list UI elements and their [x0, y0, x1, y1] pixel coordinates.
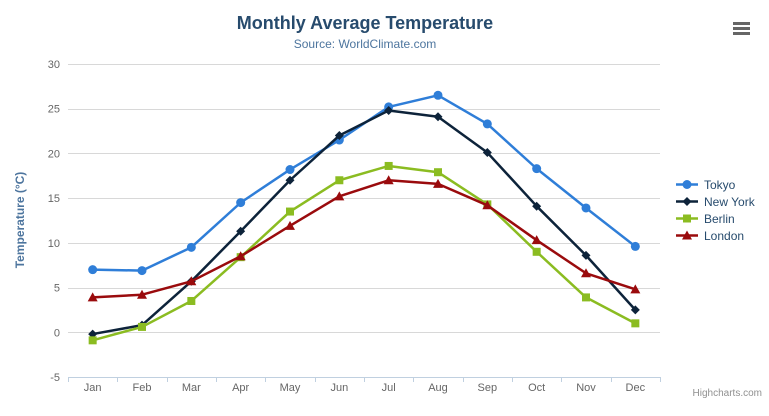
data-point-berlin-Mar[interactable] — [187, 296, 196, 305]
credits-link[interactable]: Highcharts.com — [692, 388, 762, 399]
data-point-london-May[interactable] — [285, 220, 295, 230]
data-point-tokyo-Oct[interactable] — [532, 164, 542, 174]
x-tick-label: Jan — [84, 382, 102, 394]
x-tick-label: May — [280, 382, 301, 394]
data-point-london-Oct[interactable] — [531, 235, 542, 245]
chart-subtitle: Source: WorldClimate.com — [293, 37, 437, 51]
x-tick-label: Sep — [478, 382, 498, 394]
data-point-new-york-Dec[interactable] — [630, 305, 640, 315]
data-point-london-Dec[interactable] — [630, 284, 641, 294]
x-tick-label: Aug — [428, 382, 448, 394]
x-tick-label: Apr — [232, 382, 249, 394]
legend-label: New York — [704, 194, 755, 209]
y-tick-label: 15 — [48, 193, 60, 205]
data-point-tokyo-Mar[interactable] — [186, 242, 196, 252]
context-menu-button[interactable] — [729, 19, 753, 39]
data-point-berlin-Oct[interactable] — [532, 247, 541, 256]
data-point-london-Apr[interactable] — [235, 251, 246, 261]
series-line-london[interactable] — [91, 179, 637, 299]
y-axis-title: Temperature (°C) — [13, 171, 27, 269]
x-tick-label: Mar — [182, 382, 201, 394]
legend-marker-new-york-icon — [676, 197, 698, 206]
legend-label: London — [704, 228, 745, 243]
data-point-london-Jun[interactable] — [334, 191, 345, 201]
data-point-berlin-Jul[interactable] — [384, 161, 393, 170]
data-point-berlin-Jun[interactable] — [335, 176, 344, 185]
y-tick-label: 30 — [48, 59, 60, 71]
data-point-tokyo-Dec[interactable] — [630, 241, 640, 251]
data-point-tokyo-Nov[interactable] — [581, 203, 591, 213]
y-tick-label: 5 — [54, 283, 60, 295]
legend-item-london[interactable]: London — [675, 227, 755, 244]
y-tick-label: -5 — [50, 372, 60, 384]
y-tick-label: 25 — [48, 104, 60, 116]
y-tick-label: 20 — [48, 148, 60, 160]
legend-item-new-york[interactable]: New York — [675, 193, 755, 210]
legend-label: Berlin — [704, 211, 735, 226]
legend-item-berlin[interactable]: Berlin — [675, 210, 755, 227]
data-point-tokyo-Aug[interactable] — [433, 90, 443, 100]
data-point-berlin-Jan[interactable] — [88, 336, 97, 345]
data-point-tokyo-Apr[interactable] — [236, 198, 246, 208]
legend-marker-tokyo-icon — [676, 180, 698, 189]
data-point-london-Nov[interactable] — [581, 268, 591, 278]
legend-label: Tokyo — [704, 177, 736, 192]
x-tick-label: Feb — [133, 382, 152, 394]
series-line-new-york[interactable] — [91, 109, 637, 336]
data-point-london-Mar[interactable] — [186, 276, 197, 286]
chart-title: Monthly Average Temperature — [236, 13, 494, 33]
data-point-tokyo-Feb[interactable] — [137, 266, 147, 276]
data-point-berlin-Aug[interactable] — [434, 168, 442, 177]
data-point-london-Feb[interactable] — [137, 289, 147, 299]
x-tick-label: Jul — [382, 382, 396, 394]
x-tick-label: Jun — [330, 382, 348, 394]
legend-item-tokyo[interactable]: Tokyo — [675, 176, 755, 193]
x-tick-label: Dec — [626, 382, 646, 394]
data-point-london-Aug[interactable] — [433, 178, 443, 188]
data-point-new-york-Jul[interactable] — [384, 106, 394, 116]
data-point-new-york-Oct[interactable] — [532, 201, 542, 211]
hamburger-icon — [731, 21, 751, 35]
series-line-berlin[interactable] — [91, 164, 637, 342]
data-point-berlin-Nov[interactable] — [582, 293, 590, 302]
data-point-new-york-Jun[interactable] — [334, 131, 344, 141]
data-point-tokyo-Sep[interactable] — [482, 119, 492, 129]
data-point-new-york-Jan[interactable] — [88, 329, 98, 339]
series-line-tokyo[interactable] — [91, 94, 637, 272]
data-point-tokyo-May[interactable] — [285, 165, 295, 175]
data-point-berlin-May[interactable] — [286, 207, 294, 216]
data-point-new-york-Aug[interactable] — [433, 112, 443, 122]
data-point-new-york-Apr[interactable] — [236, 226, 246, 236]
data-point-berlin-Dec[interactable] — [631, 319, 640, 328]
data-point-new-york-Nov[interactable] — [581, 250, 591, 260]
y-tick-label: 0 — [54, 327, 60, 339]
data-point-new-york-Sep[interactable] — [482, 148, 492, 158]
data-point-tokyo-Jan[interactable] — [88, 265, 98, 275]
legend-marker-berlin-icon — [676, 214, 698, 223]
data-point-london-Sep[interactable] — [482, 200, 493, 210]
data-point-berlin-Feb[interactable] — [138, 322, 146, 331]
data-point-new-york-May[interactable] — [285, 175, 295, 185]
legend: Tokyo New York Berlin London — [675, 176, 755, 244]
legend-marker-london-icon — [676, 230, 698, 240]
y-tick-label: 10 — [48, 238, 60, 250]
x-tick-label: Nov — [576, 382, 596, 394]
data-point-london-Jul[interactable] — [383, 175, 394, 185]
data-point-london-Jan[interactable] — [87, 292, 98, 302]
x-tick-label: Oct — [528, 382, 545, 394]
